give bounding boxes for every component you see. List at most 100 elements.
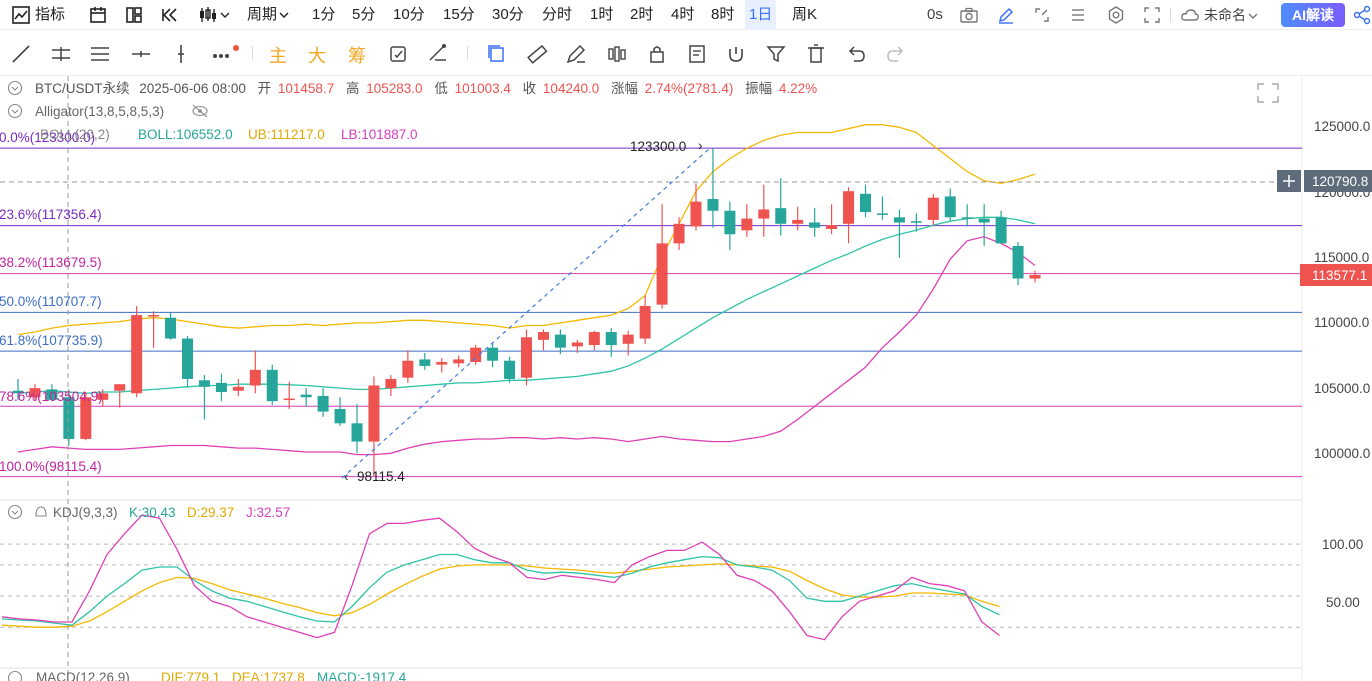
collapse-icon[interactable] [7,670,23,681]
bell-icon[interactable] [35,506,47,517]
timeframe-30m[interactable]: 30分 [492,6,524,23]
timeframe-1d[interactable]: 1日 [745,0,777,30]
candle-down [266,364,278,406]
sync-icon[interactable] [387,43,409,65]
candle-down [46,384,58,402]
edit-icon[interactable] [996,5,1016,25]
candle-body [198,380,210,387]
chevron-down-icon[interactable] [219,5,239,25]
copy-icon[interactable] [486,43,508,65]
timeframe-4h[interactable]: 4时 [671,6,695,23]
candle-type-icon[interactable] [197,5,217,25]
period-dropdown[interactable]: 周期 [247,0,291,30]
pattern-icon[interactable] [606,43,628,65]
eye-hidden-icon[interactable] [192,104,208,118]
big-order-toggle[interactable]: 大 [308,46,326,67]
cloud-icon[interactable] [1180,5,1200,25]
candle-body [554,334,566,348]
lock-icon[interactable] [646,43,668,65]
list-settings-icon[interactable] [1068,5,1088,25]
layout-icon[interactable] [124,5,144,25]
note-icon[interactable] [686,43,708,65]
filter-icon[interactable] [765,43,787,65]
candle-up [131,305,143,398]
price-tick: 115000.0 [1314,250,1369,265]
collapse-icon[interactable] [7,103,23,119]
timeframe-8h[interactable]: 8时 [711,6,735,23]
candle-up [385,375,397,396]
candle-body [351,423,363,442]
candle-down [165,312,177,340]
timeframe-5m[interactable]: 5分 [352,6,376,23]
candle-down [605,328,617,357]
timeframe-1h[interactable]: 1时 [590,6,614,23]
maximize-pane-icon[interactable] [1257,83,1279,103]
boll-ub-value: UB:111217.0 [248,127,325,142]
calendar-icon[interactable] [88,5,108,25]
candle-up [927,193,939,226]
ruler-icon[interactable] [526,43,548,65]
indicators-button[interactable]: 指标 [35,6,66,23]
timeframe-intraday[interactable]: 分时 [542,6,573,23]
timeframe-1m[interactable]: 1分 [312,6,336,23]
high-arrow: › [698,138,703,153]
vertical-line-icon[interactable] [170,43,192,65]
horizontal-line-icon[interactable] [130,43,152,65]
channel-icon[interactable] [89,43,111,65]
chart-area[interactable]: 123300.0 › ‹ 98115.4 0.0%(123300.0) 23.6… [0,76,1372,681]
expand-icon[interactable] [1142,5,1162,25]
collapse-icon[interactable] [7,504,23,520]
gear-icon[interactable] [1106,5,1126,25]
candle-down [504,356,516,383]
change-label: 涨幅 [611,81,638,96]
redo-icon[interactable] [885,43,907,65]
candle-up [826,204,838,235]
timeframe-10m[interactable]: 10分 [393,6,425,23]
candle-body [283,398,295,401]
collapse-icon[interactable] [7,80,23,96]
candle-body [622,334,634,344]
candle-body [944,196,956,218]
candle-body [487,347,499,361]
timeframe-15m[interactable]: 15分 [443,6,475,23]
main-indicator-toggle[interactable]: 主 [269,46,287,67]
trend-line-icon[interactable] [10,43,32,65]
layout-name-dropdown[interactable]: 未命名 [1204,0,1260,30]
brush-icon[interactable] [565,43,587,65]
high-label: 高 [346,80,360,96]
candle-down [182,335,193,387]
candle-body [843,191,855,224]
candle-body [97,393,109,400]
add-price-alert-button[interactable] [1277,170,1301,192]
chart-icon[interactable] [11,5,31,25]
price-axis[interactable]: 125000.0 120000.0 115000.0 110000.0 1050… [1314,119,1370,461]
candle-up [80,392,92,441]
candle-up [741,204,753,237]
fib-level-label: 38.2%(113679.5) [0,255,102,270]
last-price-badge [1300,264,1372,286]
candle-body [978,218,990,223]
magnet-icon[interactable] [725,43,747,65]
high-annotation: 123300.0 [630,139,686,154]
ai-analysis-button[interactable]: AI解读 [1281,3,1345,27]
parallel-lines-icon[interactable] [50,43,72,65]
candle-body [368,385,380,442]
candle-body [131,315,143,394]
undo-icon[interactable] [845,43,867,65]
camera-icon[interactable] [959,5,979,25]
candle-body [215,382,227,393]
chip-distribution-toggle[interactable]: 筹 [348,46,366,67]
candle-up [622,330,634,356]
share-icon[interactable] [1352,5,1372,25]
measure-line[interactable] [341,147,711,479]
fullscreen-enter-icon[interactable] [1032,5,1052,25]
candle-up [453,355,465,368]
delete-icon[interactable] [805,43,827,65]
measure-icon[interactable] [427,43,449,65]
rewind-icon[interactable] [160,5,180,25]
timeframe-week[interactable]: 周K [792,6,818,23]
boll-name: BOLL(20,2) [40,127,110,142]
timeframe-2h[interactable]: 2时 [630,6,654,23]
more-tools-icon[interactable] [211,43,239,65]
candle-up [283,381,295,409]
